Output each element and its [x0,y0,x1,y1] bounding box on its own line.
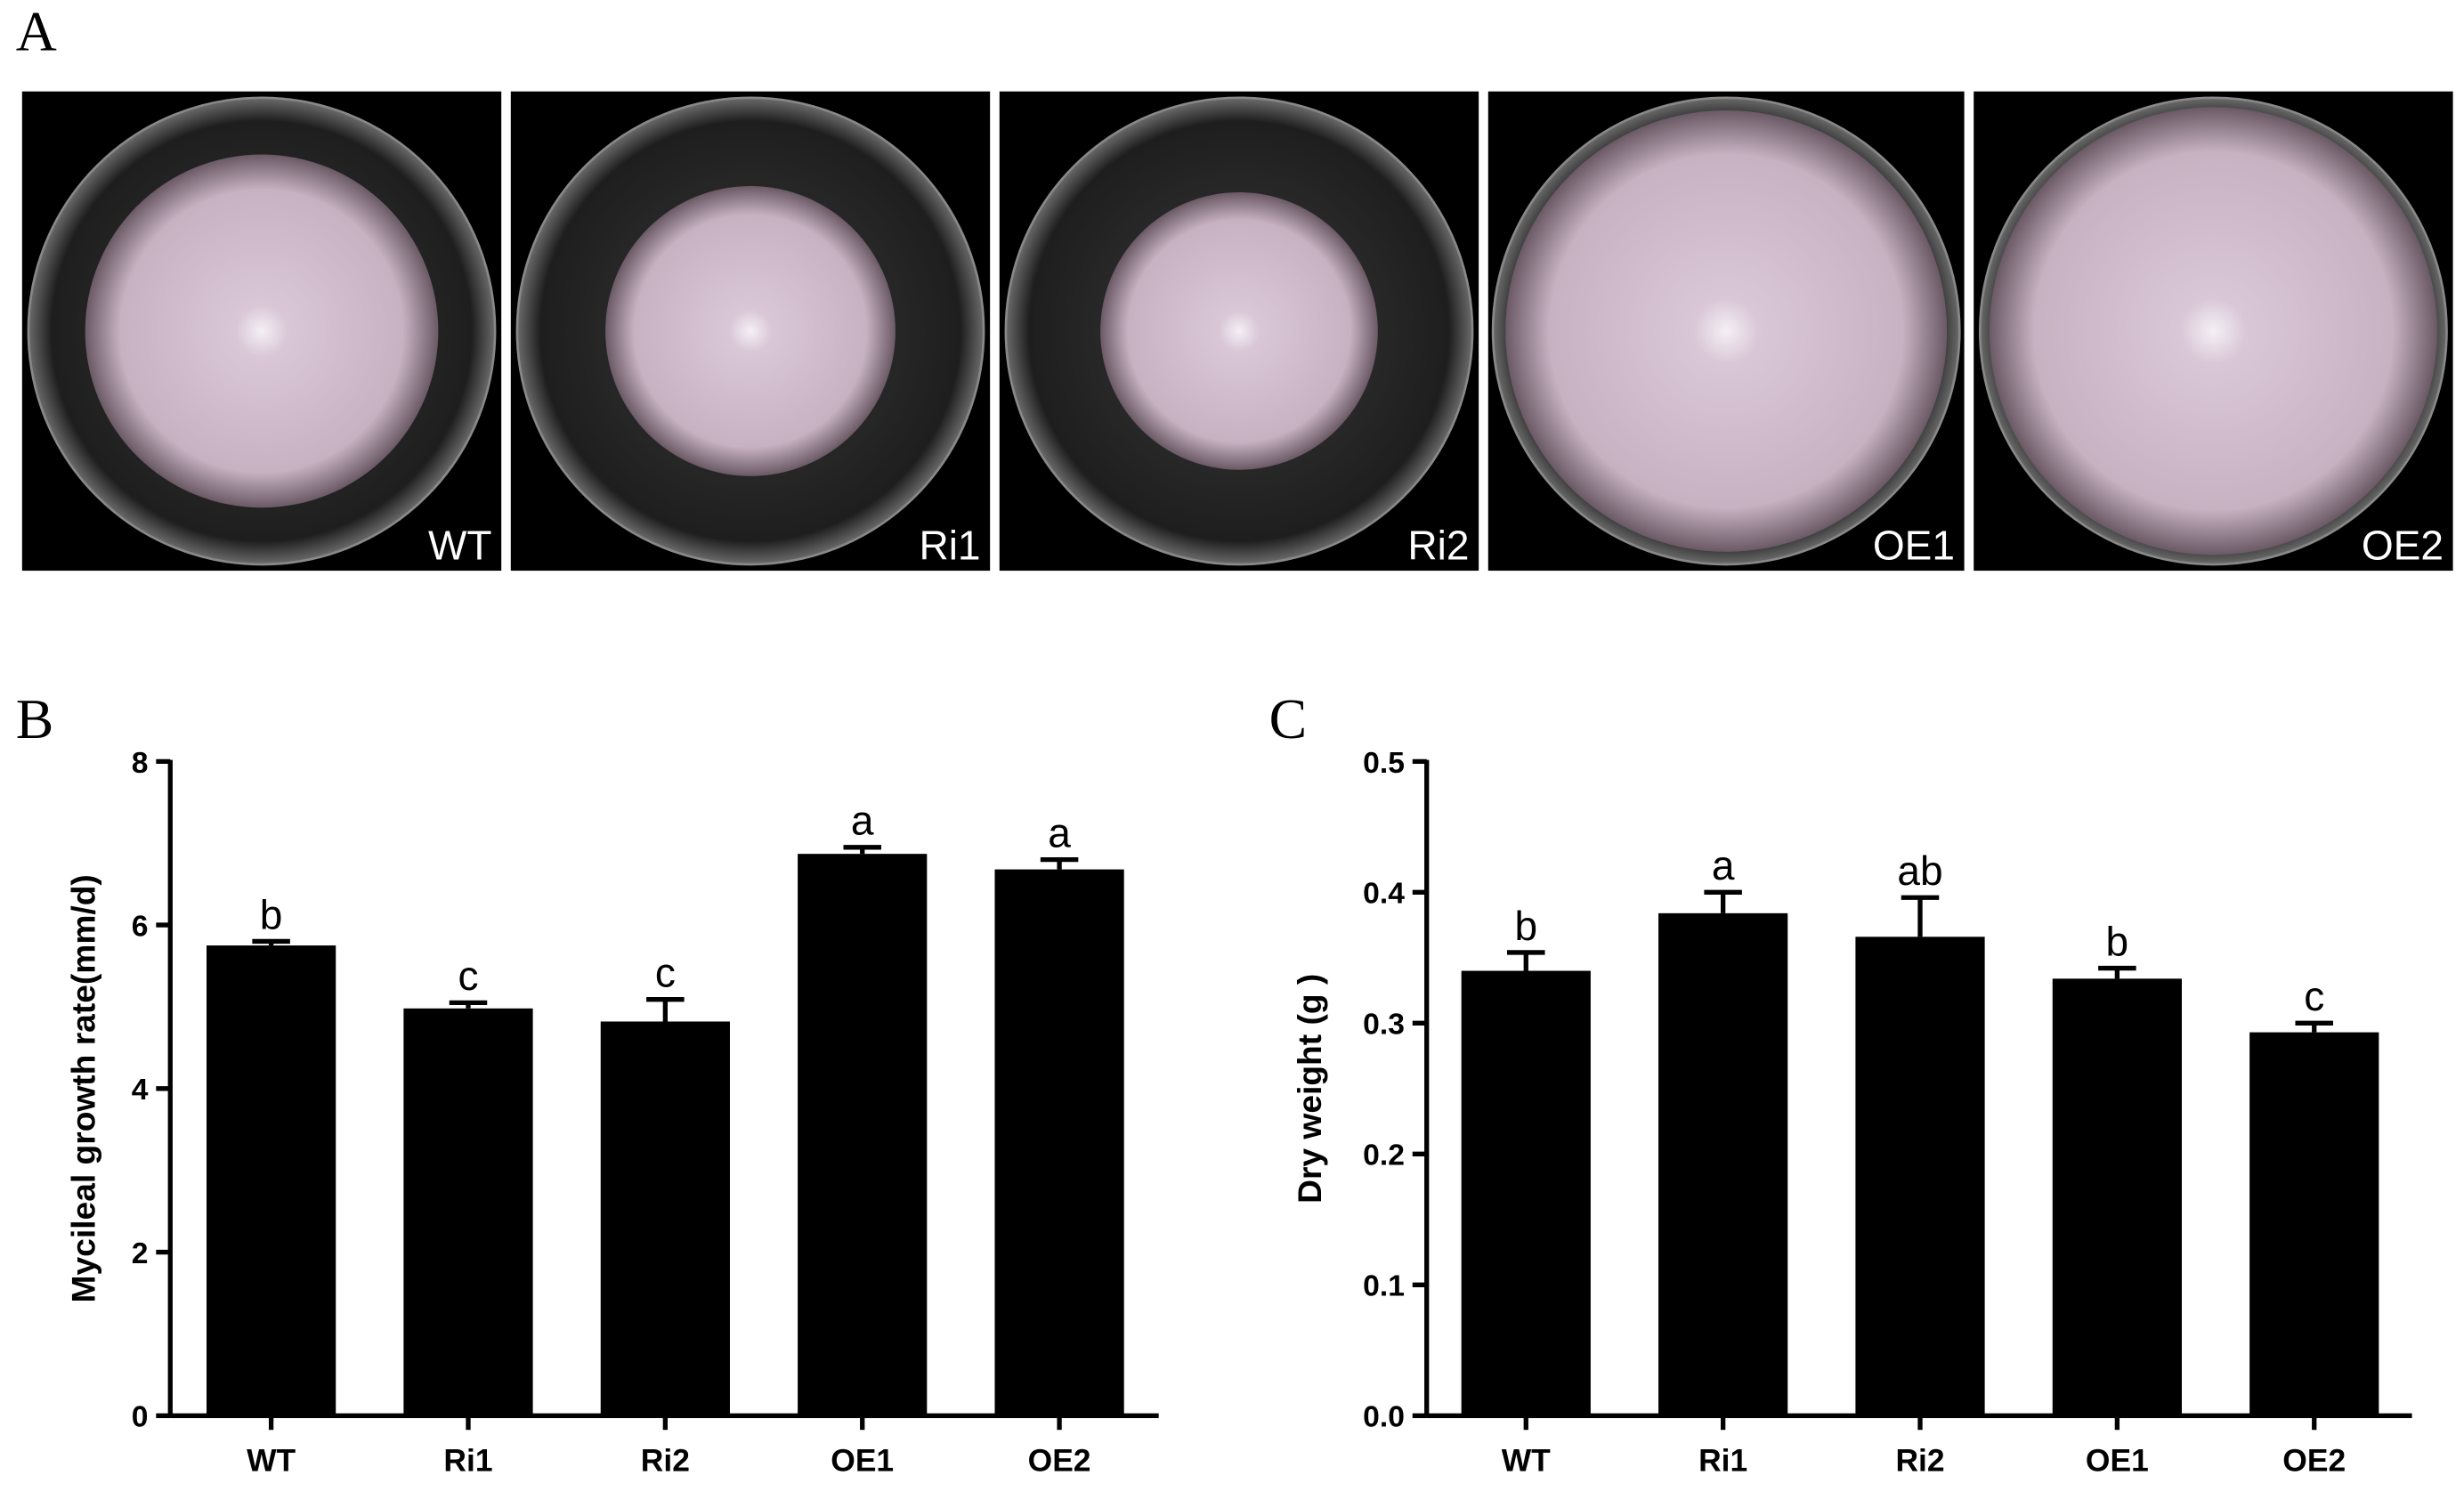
x-tick-label: OE1 [831,1442,894,1478]
bar [2249,1032,2379,1416]
colony [1989,107,2437,555]
x-tick-label: Ri2 [1895,1442,1944,1478]
error-bar [449,1000,488,1009]
y-axis-label: Dry weight (g ) [1291,974,1328,1204]
x-tick-label: Ri1 [1698,1442,1747,1478]
x-tick-label: OE2 [2282,1442,2346,1478]
x-tick-label: Ri1 [443,1442,492,1478]
significance-letter: a [1048,809,1071,855]
plate-label: Ri1 [919,523,980,569]
significance-letter: b [2106,918,2129,964]
bar [1658,912,1788,1416]
y-tick-label: 0 [132,1401,149,1434]
bar [2052,978,2182,1416]
error-bar [252,938,290,946]
colony [85,154,439,508]
y-tick-label: 0.4 [1363,878,1405,911]
x-tick-label: WT [247,1442,296,1478]
bar [994,869,1124,1416]
panel-label: B [16,687,54,750]
y-tick-label: 0.1 [1363,1270,1405,1303]
significance-letter: c [2304,973,2324,1019]
plate-label: WT [428,523,492,569]
significance-letter: ab [1897,847,1942,894]
significance-letter: b [260,891,283,937]
colony [1505,109,1948,552]
x-tick-label: OE2 [1028,1442,1091,1478]
significance-letter: a [1712,842,1735,888]
y-axis-label: Mycileal growth rate(mm/d) [64,874,101,1302]
bar [1855,937,1985,1416]
significance-letter: b [1514,903,1537,949]
panel-label: A [16,0,57,63]
error-bar [646,997,685,1022]
error-bar [1901,895,1940,937]
colony [1100,192,1378,470]
plate-label: OE2 [2362,523,2444,569]
panel-label: C [1269,687,1308,750]
y-tick-label: 0.2 [1363,1139,1405,1172]
y-tick-label: 0.5 [1363,747,1405,780]
x-tick-label: WT [1502,1442,1551,1478]
bar [207,945,336,1416]
bar [600,1021,730,1416]
colony [605,185,896,476]
significance-letter: a [851,798,874,844]
error-bar [1704,889,1742,913]
y-tick-label: 0.0 [1363,1401,1405,1434]
y-tick-label: 6 [132,910,149,943]
bar [798,854,928,1416]
error-bar [1040,856,1079,870]
x-tick-label: OE1 [2086,1442,2149,1478]
plate-label: Ri2 [1407,523,1469,569]
significance-letter: c [655,950,676,996]
y-tick-label: 2 [132,1237,149,1270]
y-tick-label: 4 [132,1074,149,1107]
error-bar [843,845,881,855]
plate-label: OE1 [1873,523,1955,569]
error-bar [2295,1020,2333,1033]
y-tick-label: 8 [132,747,149,780]
bar [403,1008,533,1416]
bar [1461,970,1591,1416]
y-tick-label: 0.3 [1363,1009,1405,1042]
significance-letter: c [458,953,478,999]
error-bar [1507,950,1545,971]
error-bar [2098,965,2136,979]
x-tick-label: Ri2 [641,1442,690,1478]
